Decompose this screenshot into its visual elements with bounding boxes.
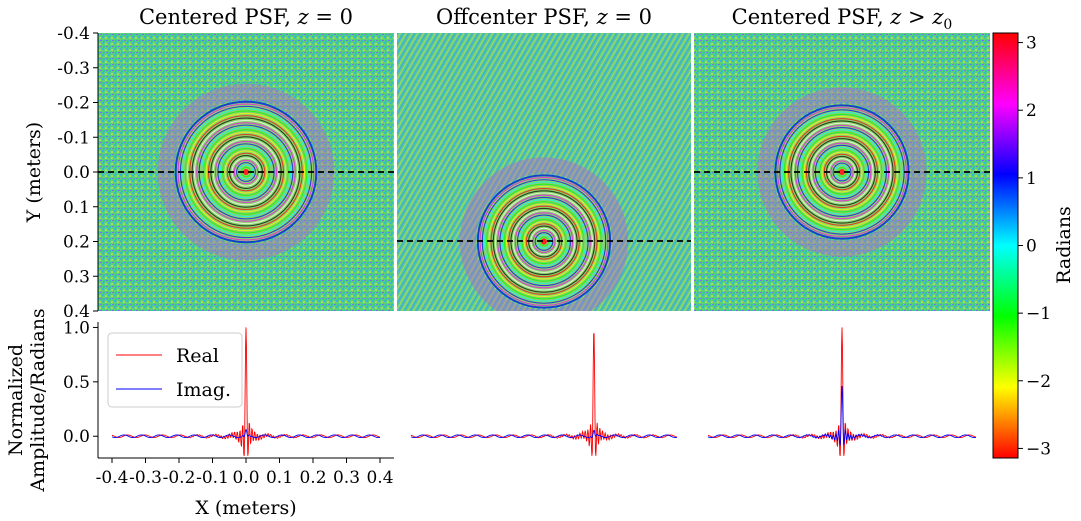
psf-ring <box>205 131 287 213</box>
y-tick-label: 0.3 <box>63 267 90 287</box>
x-tick-label: 0.4 <box>366 468 393 488</box>
y-tick-label: -0.1 <box>57 128 90 148</box>
psf-ring <box>214 140 278 204</box>
psf-center <box>839 169 845 175</box>
series-line-real <box>410 333 678 456</box>
psf-ring <box>233 159 259 185</box>
colorbar-label: Radians <box>1053 206 1075 284</box>
x-tick-label: 0.2 <box>299 468 326 488</box>
psf-ring <box>523 221 565 262</box>
psf-ring <box>830 160 854 184</box>
colorbar-tick-label: −1 <box>1026 304 1051 324</box>
y-tick-label: 0.2 <box>63 233 90 253</box>
series-line-imag <box>410 429 678 439</box>
colorbar-tick-label: 0 <box>1026 237 1037 257</box>
y-ticks: -0.4 -0.3 -0.2 -0.1 0.0 0.1 0.2 0.3 0.4 <box>57 24 98 322</box>
profile-plot-defocused <box>707 327 977 456</box>
legend: Real Imag. <box>107 332 243 408</box>
psf-ring <box>512 210 576 273</box>
colorbar-tick-label: −2 <box>1026 372 1051 392</box>
profile-plot-centered <box>111 327 381 456</box>
psf-rings <box>157 83 335 261</box>
psf-panel-centered <box>98 33 394 311</box>
x-tick-label: -0.4 <box>96 468 129 488</box>
x-tick-label: 0.3 <box>333 468 360 488</box>
psf-ring-outer <box>174 100 318 244</box>
psf-center <box>243 169 249 175</box>
psf-ring <box>483 181 605 302</box>
y-tick-label: -0.3 <box>57 59 90 79</box>
x-axis-label: X (meters) <box>195 497 296 519</box>
y-tick-label: 0.4 <box>63 302 90 322</box>
legend-label-imag: Imag. <box>176 379 231 401</box>
y-tick-label: 0.0 <box>63 163 90 183</box>
x-ticks: -0.4 -0.3 -0.2 -0.1 0.0 0.1 0.2 0.3 0.4 <box>96 458 394 488</box>
psf-ring <box>503 201 585 282</box>
panel-title: Offcenter PSF, z = 0 <box>436 5 652 29</box>
colorbar-tick-label: 1 <box>1026 169 1037 189</box>
profile-plot-offcenter <box>410 333 678 456</box>
y-tick-label: 0.5 <box>63 373 90 393</box>
psf-ring <box>801 131 883 213</box>
psf-ring <box>492 190 596 293</box>
psf-rings <box>757 87 927 257</box>
y-ticks: 0.0 0.5 1.0 <box>63 318 98 447</box>
panel-title: Centered PSF, z > z0 <box>732 5 953 33</box>
x-tick-label: -0.1 <box>196 468 229 488</box>
y-axis-label-line2: Amplitude/Radians <box>27 308 49 492</box>
psf-ring <box>226 152 266 192</box>
psf-center <box>541 238 547 245</box>
psf-ring <box>193 119 299 225</box>
speckle-halo <box>157 83 335 261</box>
psf-ring <box>792 122 892 222</box>
psf-ring <box>217 143 275 201</box>
y-tick-label: 0.0 <box>63 427 90 447</box>
psf-panel-defocused <box>694 33 990 311</box>
psf-ring <box>790 120 894 224</box>
x-tick-label: 0.1 <box>266 468 293 488</box>
colorbar-tick-label: 2 <box>1026 101 1037 121</box>
y-tick-label: -0.2 <box>57 94 90 114</box>
y-axis-label-line1: Normalized <box>5 344 27 456</box>
psf-ring <box>812 142 872 202</box>
series-line-imag <box>707 385 977 446</box>
legend-label-real: Real <box>176 345 219 367</box>
colorbar-tick-label: 3 <box>1026 34 1037 54</box>
series-line-imag <box>111 428 381 439</box>
y-tick-label: 0.1 <box>63 198 90 218</box>
y-tick-label: -0.4 <box>57 24 90 44</box>
psf-panel-offcenter <box>397 33 691 311</box>
colorbar-ticks: 3 2 1 0 −1 −2 −3 <box>1018 34 1051 459</box>
psf-ring <box>236 162 256 182</box>
psf-ring <box>184 110 308 234</box>
x-tick-label: -0.2 <box>163 468 196 488</box>
psf-ring <box>224 150 268 194</box>
x-tick-label: 0.0 <box>232 468 259 488</box>
psf-ring <box>810 140 874 204</box>
panel-title: Centered PSF, z = 0 <box>139 5 353 29</box>
colorbar-tick-label: −3 <box>1026 439 1051 459</box>
psf-ring <box>781 111 903 233</box>
y-axis-label: Y (meters) <box>23 122 45 223</box>
psf-ring <box>186 112 306 232</box>
psf-ring <box>196 122 296 222</box>
psf-ring <box>832 162 852 182</box>
x-tick-label: -0.3 <box>129 468 162 488</box>
series-line-real <box>707 327 977 456</box>
y-tick-label: 1.0 <box>63 318 90 338</box>
colorbar <box>992 32 1019 459</box>
psf-ring <box>821 151 863 193</box>
